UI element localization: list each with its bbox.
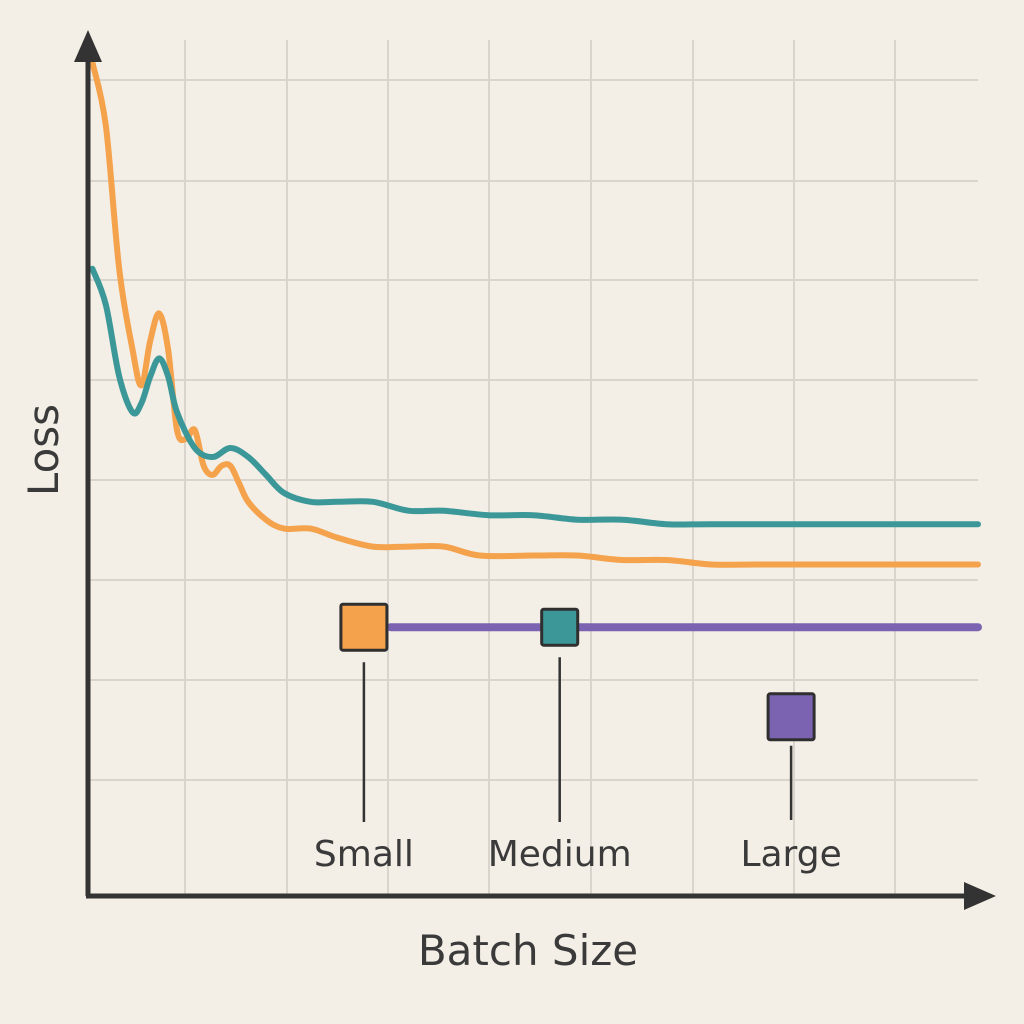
x-axis-arrow-icon bbox=[964, 882, 996, 910]
legend-marker-small bbox=[339, 602, 389, 652]
series-layer bbox=[89, 59, 982, 632]
legend-label-medium: Medium bbox=[488, 834, 632, 875]
legend-marker-medium bbox=[540, 607, 580, 647]
series-line-1 bbox=[89, 265, 981, 528]
legend-label-large: Large bbox=[740, 834, 841, 875]
marker-layer: Small Medium Large bbox=[314, 602, 842, 875]
legend-marker-large bbox=[766, 692, 816, 742]
y-axis-arrow-icon bbox=[74, 30, 102, 62]
grid bbox=[88, 40, 978, 896]
x-axis-label: Batch Size bbox=[418, 926, 638, 975]
legend-label-small: Small bbox=[314, 834, 414, 875]
y-axis-label: Loss bbox=[19, 404, 68, 496]
series-line-0 bbox=[89, 59, 981, 568]
